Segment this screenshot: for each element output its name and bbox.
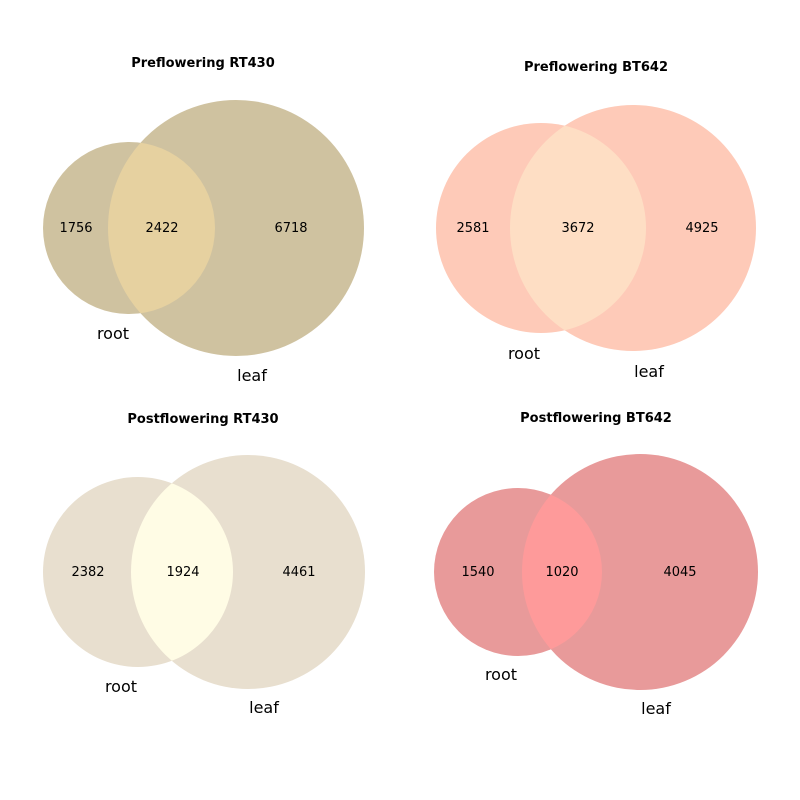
leaf-only-count: 6718 [274,221,307,236]
root-only-count: 1756 [59,221,92,236]
root-only-count: 1540 [461,565,494,580]
venn-panel-postflowering-rt430: Postflowering RT430 2382 1924 4461 root … [43,412,365,717]
root-set-label: root [485,665,517,684]
leaf-only-count: 4925 [685,221,718,236]
leaf-only-count: 4461 [282,565,315,580]
venn-panel-postflowering-bt642: Postflowering BT642 1540 1020 4045 root … [434,411,758,718]
leaf-set-label: leaf [634,362,664,381]
panel-title: Postflowering BT642 [520,411,672,426]
root-set-label: root [508,344,540,363]
panel-title: Preflowering BT642 [524,60,668,75]
root-set-label: root [97,324,129,343]
panel-title: Postflowering RT430 [127,412,278,427]
overlap-count: 1924 [166,565,199,580]
overlap-region [108,142,215,314]
root-only-count: 2382 [71,565,104,580]
venn-panel-preflowering-bt642: Preflowering BT642 2581 3672 4925 root l… [436,60,756,381]
root-set-label: root [105,677,137,696]
leaf-only-count: 4045 [663,565,696,580]
venn-panel-preflowering-rt430: Preflowering RT430 1756 2422 6718 root l… [43,56,364,385]
overlap-region [131,477,233,667]
leaf-set-label: leaf [237,366,267,385]
root-only-count: 2581 [456,221,489,236]
leaf-set-circle [522,454,758,690]
panel-title: Preflowering RT430 [131,56,275,71]
leaf-set-label: leaf [249,698,279,717]
overlap-region [510,123,646,333]
overlap-count: 1020 [545,565,578,580]
leaf-set-label: leaf [641,699,671,718]
overlap-count: 2422 [145,221,178,236]
overlap-count: 3672 [561,221,594,236]
